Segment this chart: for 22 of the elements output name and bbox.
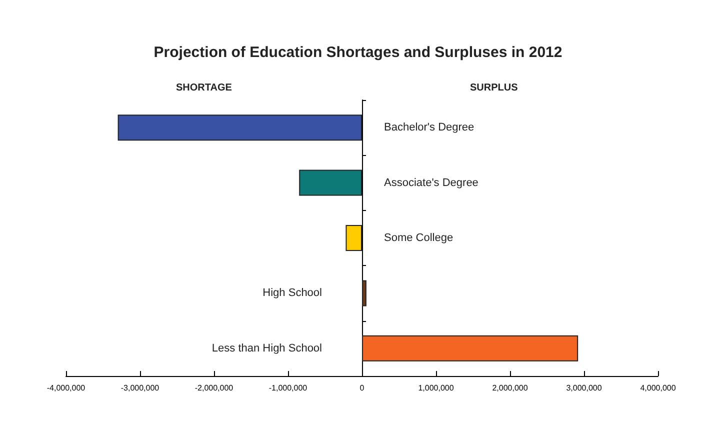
text: SHORTAGE — [176, 82, 232, 94]
bar — [362, 335, 578, 362]
text: SURPLUS — [470, 82, 518, 94]
x-tick-label: -2,000,000 — [194, 384, 234, 392]
y-tick-label: Less than High School — [212, 342, 322, 354]
x-tick-label: 0 — [360, 384, 365, 392]
x-tick-label: -1,000,000 — [268, 384, 308, 392]
bar — [299, 170, 362, 196]
x-tick-label: 2,000,000 — [492, 384, 528, 392]
bar — [346, 225, 362, 251]
x-tick-label: 3,000,000 — [566, 384, 602, 392]
y-tick-label: Some College — [384, 232, 454, 244]
bar — [118, 114, 362, 141]
chart-title: Projection of Education Shortages and Surpluses in 2012 — [154, 44, 562, 61]
y-tick-label: Bachelor's Degree — [384, 122, 474, 134]
y-tick-label: Associate's Degree — [384, 176, 478, 189]
x-tick-label: -4,000,000 — [46, 384, 86, 392]
x-tick-label: -3,000,000 — [120, 384, 160, 392]
bar — [362, 280, 366, 306]
x-tick-label: 1,000,000 — [418, 384, 454, 392]
x-tick-label: 4,000,000 — [640, 384, 676, 392]
y-tick-label: High School — [262, 287, 322, 300]
